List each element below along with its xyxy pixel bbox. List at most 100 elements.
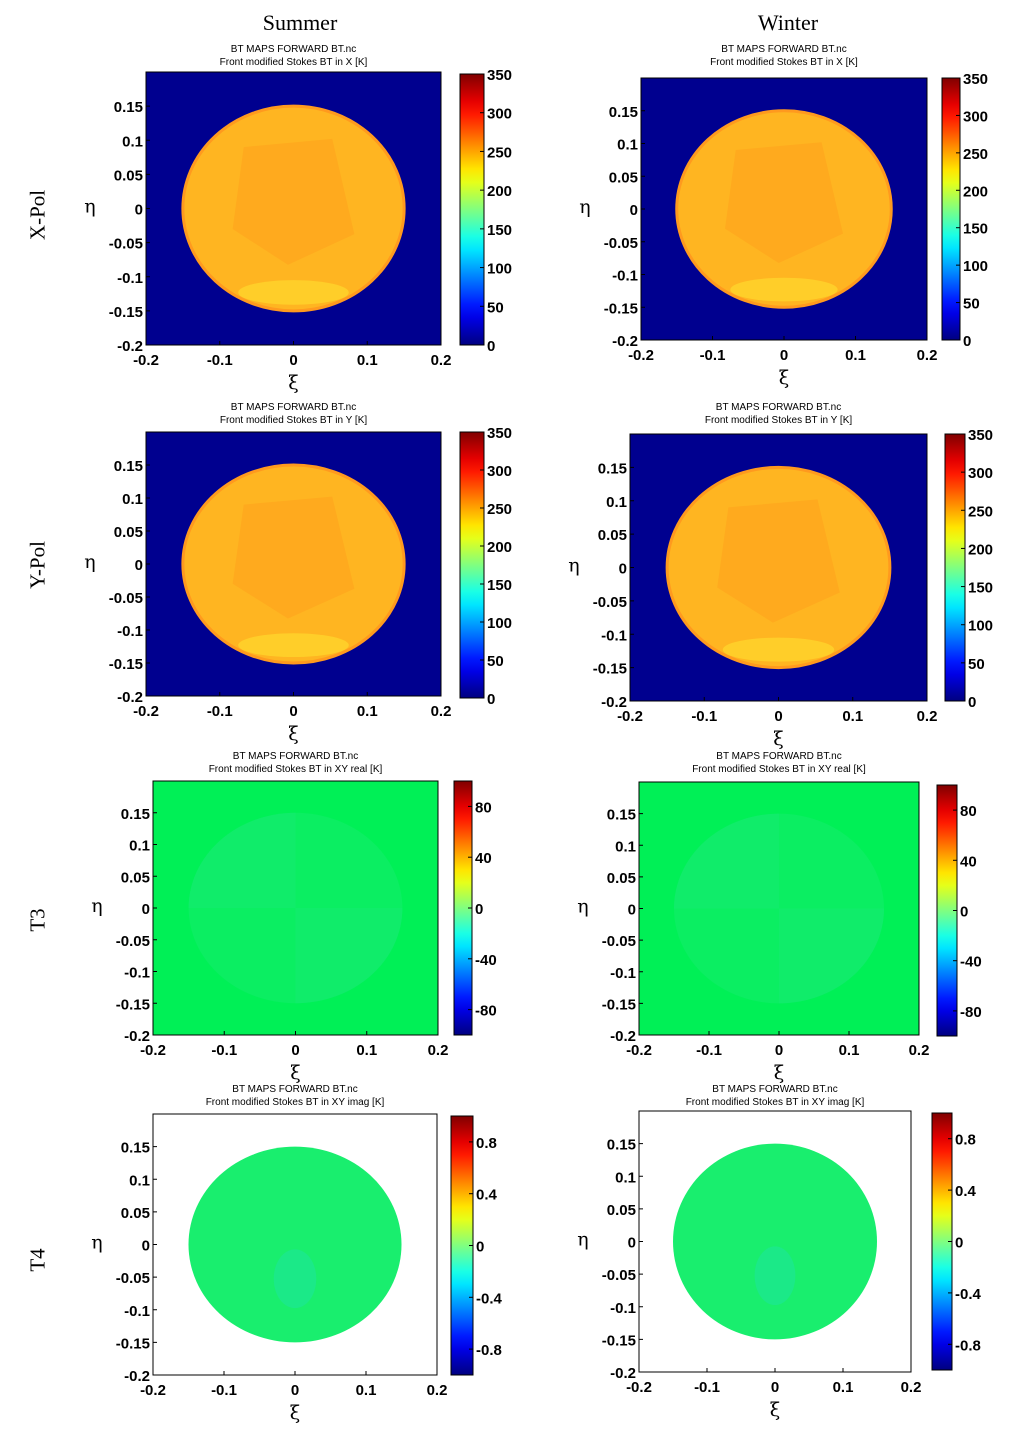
disk-bright-band (238, 633, 349, 658)
x-tick-label: 0.1 (357, 352, 378, 369)
heatmap-panel-6: BT MAPS FORWARD BT.nc Front modified Stok… (577, 751, 981, 1084)
panel-subtitle: Front modified Stokes BT in Y [K] (705, 415, 853, 426)
y-tick-label: -0.2 (124, 1368, 150, 1385)
disk-quadrant-lower-right (779, 908, 885, 1004)
x-tick-label: -0.1 (691, 708, 717, 725)
colorbar-tick-label: 350 (487, 425, 512, 442)
y-tick-label: 0.05 (121, 1205, 150, 1222)
y-tick-label: 0 (619, 561, 627, 578)
x-tick-label: 0.1 (845, 347, 866, 364)
x-tick-label: 0 (289, 352, 297, 369)
y-tick-label: -0.15 (116, 1335, 150, 1352)
colorbar-tick-label: 0.8 (476, 1135, 497, 1152)
panel-subtitle: Front modified Stokes BT in XY imag [K] (206, 1097, 385, 1108)
y-tick-label: 0.05 (607, 870, 636, 887)
disk-cyan-spot (754, 1246, 796, 1306)
y-tick-label: -0.1 (610, 1300, 636, 1317)
disk-rim (181, 463, 406, 665)
y-tick-label: -0.15 (602, 1332, 636, 1349)
disk-inner-patch (717, 499, 840, 623)
colorbar-tick-label: 40 (475, 850, 492, 867)
y-tick-label: -0.2 (612, 333, 638, 350)
colorbar (459, 431, 485, 699)
colorbar-tick-label: 50 (487, 299, 504, 316)
y-tick-label: 0.15 (598, 460, 627, 477)
y-tick-label: 0.15 (114, 99, 143, 116)
y-tick-label: -0.15 (604, 300, 638, 317)
panel-title: BT MAPS FORWARD BT.nc (716, 751, 841, 762)
y-tick-label: -0.05 (593, 594, 627, 611)
x-tick-label: 0.2 (917, 347, 938, 364)
panel-title: BT MAPS FORWARD BT.nc (232, 1084, 357, 1095)
disk-inner-patch (725, 142, 843, 264)
colorbar-tick-label: 300 (487, 106, 512, 123)
y-tick-label: -0.05 (116, 933, 150, 950)
panel-subtitle: Front modified Stokes BT in X [K] (220, 57, 368, 68)
colorbar-tick-label: 150 (487, 222, 512, 239)
colorbar-tick-label: 0.4 (476, 1187, 498, 1204)
y-axis-label: η (568, 555, 579, 577)
y-tick-label: 0 (135, 202, 143, 219)
colorbar-tick-label: -40 (960, 954, 982, 971)
y-tick-label: 0.15 (114, 458, 143, 475)
y-axis-label: η (577, 896, 588, 918)
x-tick-label: 0.1 (833, 1379, 854, 1396)
colorbar-tick-label: 300 (487, 463, 512, 480)
colorbar-tick-label: 0 (960, 904, 968, 921)
column-header-summer: Summer (262, 10, 338, 35)
x-tick-label: 0.1 (356, 1042, 377, 1059)
y-tick-label: 0.1 (129, 1172, 150, 1189)
y-tick-label: 0.15 (121, 806, 150, 823)
y-axis-label: η (91, 1232, 102, 1254)
y-tick-label: 0.1 (129, 838, 150, 855)
colorbar-tick-label: 300 (963, 108, 988, 125)
x-axis-label: ξ (774, 1062, 784, 1084)
y-tick-label: -0.1 (117, 270, 143, 287)
x-axis-label: ξ (288, 372, 298, 394)
colorbar-tick-label: 0 (955, 1235, 963, 1252)
y-tick-label: -0.1 (124, 965, 150, 982)
x-tick-label: 0.2 (427, 1382, 448, 1399)
x-tick-label: -0.1 (700, 347, 726, 364)
x-tick-label: -0.1 (207, 703, 233, 720)
x-axis-label: ξ (290, 1402, 300, 1424)
y-tick-label: 0.1 (122, 133, 143, 150)
colorbar-tick-label: 40 (960, 853, 977, 870)
x-tick-label: -0.1 (696, 1042, 722, 1059)
colorbar-tick-label: -0.8 (955, 1337, 981, 1354)
y-tick-label: 0.1 (615, 838, 636, 855)
colorbar-tick-label: 0 (475, 901, 483, 918)
disk-quadrant-upper-left (188, 812, 296, 908)
y-tick-label: -0.15 (593, 661, 627, 678)
x-tick-label: 0 (775, 1042, 783, 1059)
x-tick-label: -0.2 (626, 1379, 652, 1396)
disk-quadrant-upper-left (674, 813, 779, 909)
x-tick-label: -0.1 (211, 1042, 237, 1059)
x-tick-label: -0.2 (133, 703, 159, 720)
y-tick-label: -0.15 (116, 996, 150, 1013)
colorbar-tick-label: 50 (487, 653, 504, 670)
panel-title: BT MAPS FORWARD BT.nc (716, 402, 841, 413)
y-tick-label: 0.15 (607, 807, 636, 824)
colorbar-tick-label: 0.8 (955, 1132, 976, 1149)
heatmap-panel-8: BT MAPS FORWARD BT.nc Front modified Stok… (577, 1084, 981, 1421)
panel-title: BT MAPS FORWARD BT.nc (721, 44, 846, 55)
colorbar-tick-label: 100 (968, 618, 993, 635)
heatmap-panel-3: BT MAPS FORWARD BT.nc Front modified Stok… (84, 402, 512, 745)
y-tick-label: -0.05 (604, 235, 638, 252)
y-tick-label: 0.05 (121, 869, 150, 886)
x-tick-label: 0.2 (431, 352, 452, 369)
colorbar-tick-label: -80 (475, 1003, 497, 1020)
y-tick-label: 0.1 (606, 494, 627, 511)
y-tick-label: 0.1 (122, 491, 143, 508)
panel-subtitle: Front modified Stokes BT in Y [K] (220, 415, 368, 426)
x-tick-label: -0.1 (211, 1382, 237, 1399)
colorbar-tick-label: -40 (475, 952, 497, 969)
colorbar-tick-label: 200 (487, 183, 512, 200)
x-tick-label: 0.2 (431, 703, 452, 720)
colorbar (941, 77, 961, 341)
column-header-winter: Winter (757, 10, 819, 35)
y-tick-label: -0.2 (610, 1365, 636, 1382)
colorbar-tick-label: 0 (476, 1239, 484, 1256)
colorbar-tick-label: -0.8 (476, 1342, 502, 1359)
